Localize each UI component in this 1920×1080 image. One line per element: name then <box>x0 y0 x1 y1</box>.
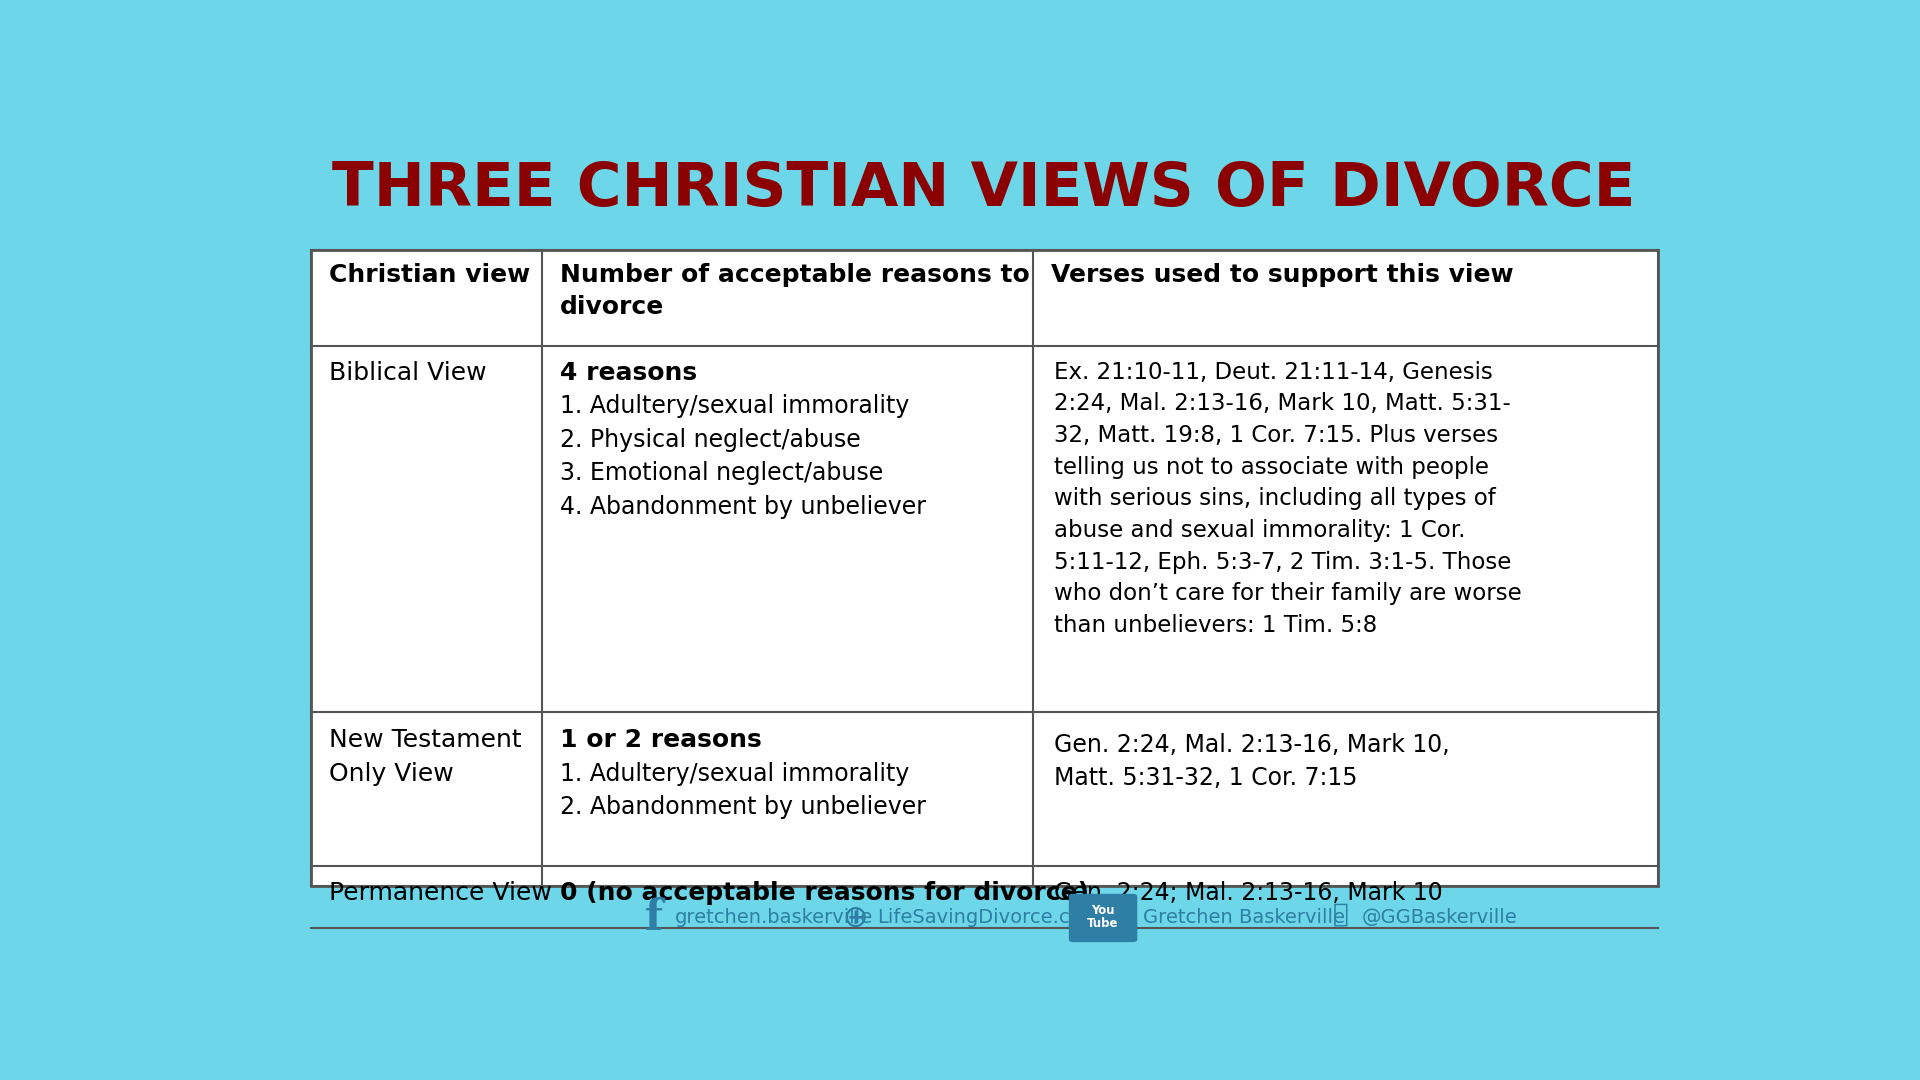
Text: Verses used to support this view: Verses used to support this view <box>1050 262 1513 286</box>
Text: Gen. 2:24, Mal. 2:13-16, Mark 10,
Matt. 5:31-32, 1 Cor. 7:15: Gen. 2:24, Mal. 2:13-16, Mark 10, Matt. … <box>1054 732 1450 789</box>
Text: 🐦: 🐦 <box>1332 902 1350 928</box>
Text: 1. Adultery/sexual immorality
2. Physical neglect/abuse
3. Emotional neglect/abu: 1. Adultery/sexual immorality 2. Physica… <box>561 394 925 518</box>
Text: ⊕: ⊕ <box>841 904 868 932</box>
Text: THREE CHRISTIAN VIEWS OF DIVORCE: THREE CHRISTIAN VIEWS OF DIVORCE <box>332 160 1636 219</box>
Text: @GGBaskerville: @GGBaskerville <box>1361 908 1517 928</box>
Text: gretchen.baskerville: gretchen.baskerville <box>674 908 874 928</box>
Text: Number of acceptable reasons to
divorce: Number of acceptable reasons to divorce <box>561 262 1029 320</box>
Text: f: f <box>645 897 662 939</box>
Text: LifeSavingDivorce.com: LifeSavingDivorce.com <box>877 908 1100 928</box>
Text: Ex. 21:10-11, Deut. 21:11-14, Genesis
2:24, Mal. 2:13-16, Mark 10, Matt. 5:31-
3: Ex. 21:10-11, Deut. 21:11-14, Genesis 2:… <box>1054 361 1523 637</box>
Text: 4 reasons: 4 reasons <box>561 361 697 384</box>
Text: New Testament
Only View: New Testament Only View <box>330 728 522 786</box>
Text: Biblical View: Biblical View <box>330 361 488 384</box>
Text: Gen. 2:24; Mal. 2:13-16, Mark 10: Gen. 2:24; Mal. 2:13-16, Mark 10 <box>1054 880 1442 905</box>
Text: You
Tube: You Tube <box>1087 904 1119 930</box>
FancyBboxPatch shape <box>311 251 1659 887</box>
Text: Christian view: Christian view <box>330 262 530 286</box>
Text: 1. Adultery/sexual immorality
2. Abandonment by unbeliever: 1. Adultery/sexual immorality 2. Abandon… <box>561 761 925 819</box>
Text: Gretchen Baskerville: Gretchen Baskerville <box>1142 908 1346 928</box>
FancyBboxPatch shape <box>1069 894 1137 942</box>
Text: Permanence View: Permanence View <box>330 880 553 905</box>
Text: 1 or 2 reasons: 1 or 2 reasons <box>561 728 762 753</box>
Text: 0 (no acceptable reasons for divorce): 0 (no acceptable reasons for divorce) <box>561 880 1089 905</box>
